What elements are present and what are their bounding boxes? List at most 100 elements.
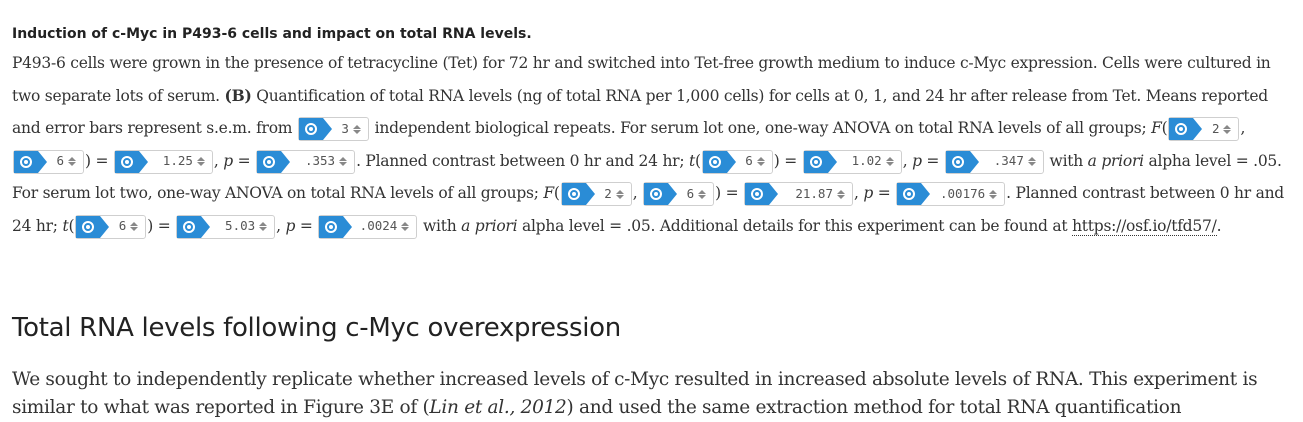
eye-icon[interactable] bbox=[257, 150, 291, 173]
eye-icon[interactable] bbox=[702, 150, 736, 173]
punct: . bbox=[1216, 216, 1222, 235]
caption-text: with bbox=[1049, 151, 1084, 170]
section-paragraph: We sought to independently replicate whe… bbox=[12, 366, 1297, 422]
stat-widget-lot1-p[interactable]: .353 bbox=[256, 149, 356, 174]
stat-value: .347 bbox=[993, 153, 1024, 169]
stat-value: 1.25 bbox=[162, 153, 193, 169]
stat-widget-lot1-t-p[interactable]: .347 bbox=[944, 149, 1044, 174]
spinner-arrows-icon[interactable] bbox=[697, 189, 707, 199]
punct: ) = bbox=[715, 184, 739, 202]
osf-link[interactable]: https://osf.io/tfd57/ bbox=[1072, 216, 1217, 236]
punct: ( bbox=[694, 151, 701, 170]
citation-link[interactable]: Lin et al., 2012 bbox=[429, 397, 567, 418]
stat-value: 21.87 bbox=[795, 185, 833, 201]
punct: = bbox=[873, 184, 891, 202]
caption-text: Quantification of total RNA levels (ng o… bbox=[12, 86, 1268, 138]
stat-widget-lot1-df2[interactable]: 6 bbox=[13, 149, 84, 174]
stat-symbol: F bbox=[1151, 119, 1162, 137]
eye-icon[interactable] bbox=[561, 183, 595, 205]
caption-text: P493-6 cells were grown in the presence … bbox=[12, 54, 1271, 105]
punct: , bbox=[902, 151, 913, 170]
eye-icon[interactable] bbox=[644, 183, 678, 205]
eye-icon[interactable] bbox=[1169, 118, 1203, 140]
spinner-arrows-icon[interactable] bbox=[352, 124, 362, 134]
spinner-arrows-icon[interactable] bbox=[1222, 124, 1232, 134]
eye-icon[interactable] bbox=[114, 150, 148, 173]
spinner-arrows-icon[interactable] bbox=[67, 157, 77, 166]
stat-value: 3 bbox=[341, 120, 349, 136]
punct: ( bbox=[1161, 119, 1168, 137]
eye-icon[interactable] bbox=[177, 215, 211, 238]
punct: , bbox=[854, 184, 864, 202]
paragraph-text: ) and used the same extraction method fo… bbox=[566, 397, 1182, 418]
stat-widget-lot1-F[interactable]: 1.25 bbox=[113, 149, 213, 174]
figure-legend: Induction of c-Myc in P493-6 cells and i… bbox=[12, 0, 1297, 242]
stat-symbol: t bbox=[689, 151, 695, 170]
spinner-arrows-icon[interactable] bbox=[338, 157, 348, 166]
caption-text: with bbox=[423, 216, 457, 235]
punct: , bbox=[276, 216, 286, 235]
punct: ) = bbox=[773, 151, 798, 170]
stat-widget-lot2-df1[interactable]: 2 bbox=[560, 182, 632, 206]
punct: = bbox=[295, 216, 313, 235]
stat-widget-lot2-t-df[interactable]: 6 bbox=[75, 214, 147, 239]
eye-icon[interactable] bbox=[319, 215, 353, 238]
stat-widget-repeats[interactable]: 3 bbox=[297, 117, 369, 141]
spinner-arrows-icon[interactable] bbox=[129, 222, 139, 231]
figure-title: Induction of c-Myc in P493-6 cells and i… bbox=[12, 26, 532, 42]
punct: . bbox=[1006, 184, 1011, 202]
stat-widget-lot2-t[interactable]: 5.03 bbox=[176, 214, 276, 239]
eye-icon[interactable] bbox=[298, 118, 332, 140]
stat-value: .0024 bbox=[359, 218, 398, 234]
eye-icon[interactable] bbox=[745, 183, 778, 205]
stat-value: 5.03 bbox=[225, 218, 256, 234]
caption-text: Planned contrast between 0 hr and 24 hr; bbox=[12, 184, 1284, 235]
stat-value: .353 bbox=[304, 153, 336, 169]
punct: = bbox=[921, 151, 940, 170]
stat-symbol: F bbox=[543, 184, 554, 202]
stat-widget-lot2-p[interactable]: .00176 bbox=[896, 182, 1006, 206]
stat-widget-lot1-df1[interactable]: 2 bbox=[1168, 117, 1240, 141]
stat-widget-lot2-t-p[interactable]: .0024 bbox=[318, 214, 418, 239]
stat-widget-lot1-t[interactable]: 1.02 bbox=[802, 149, 902, 174]
punct: ) = bbox=[147, 216, 171, 235]
stat-value: .00176 bbox=[940, 185, 986, 201]
stat-value: 6 bbox=[118, 218, 127, 234]
spinner-arrows-icon[interactable] bbox=[615, 189, 625, 199]
punct: , bbox=[1240, 119, 1246, 137]
spinner-arrows-icon[interactable] bbox=[258, 222, 268, 231]
caption-italic: a priori bbox=[1087, 151, 1144, 170]
punct: = bbox=[232, 151, 251, 170]
eye-icon[interactable] bbox=[803, 150, 837, 173]
spinner-arrows-icon[interactable] bbox=[988, 189, 998, 199]
stat-symbol: p bbox=[223, 151, 233, 170]
punct: , bbox=[213, 151, 224, 170]
stat-widget-lot2-df2[interactable]: 6 bbox=[643, 182, 715, 206]
spinner-arrows-icon[interactable] bbox=[400, 222, 410, 231]
eye-icon[interactable] bbox=[76, 215, 110, 238]
punct: ( bbox=[553, 184, 560, 202]
spinner-arrows-icon[interactable] bbox=[836, 189, 846, 199]
eye-icon[interactable] bbox=[14, 150, 47, 173]
stat-symbol: p bbox=[912, 151, 922, 170]
figure-caption: P493-6 cells were grown in the presence … bbox=[12, 47, 1297, 242]
stat-widget-lot2-F[interactable]: 21.87 bbox=[744, 182, 853, 206]
spinner-arrows-icon[interactable] bbox=[885, 157, 895, 166]
eye-icon[interactable] bbox=[897, 183, 931, 205]
stat-widget-lot1-t-df[interactable]: 6 bbox=[701, 149, 773, 174]
stat-symbol: p bbox=[285, 216, 296, 235]
caption-italic: a priori bbox=[461, 216, 518, 235]
spinner-arrows-icon[interactable] bbox=[756, 157, 766, 166]
spinner-arrows-icon[interactable] bbox=[196, 157, 206, 166]
stat-value: 2 bbox=[1211, 120, 1220, 136]
caption-text: alpha level = .05. For serum lot two, on… bbox=[12, 151, 1282, 203]
panel-label-b: (B) bbox=[224, 85, 252, 105]
stat-symbol: p bbox=[863, 184, 874, 202]
spinner-arrows-icon[interactable] bbox=[1027, 157, 1037, 166]
stat-value: 6 bbox=[745, 153, 753, 169]
stat-value: 1.02 bbox=[851, 153, 882, 169]
caption-text: . Planned contrast between 0 hr and 24 h… bbox=[356, 151, 685, 170]
eye-icon[interactable] bbox=[945, 150, 979, 173]
stat-value: 6 bbox=[56, 153, 64, 169]
punct: ( bbox=[68, 216, 75, 235]
